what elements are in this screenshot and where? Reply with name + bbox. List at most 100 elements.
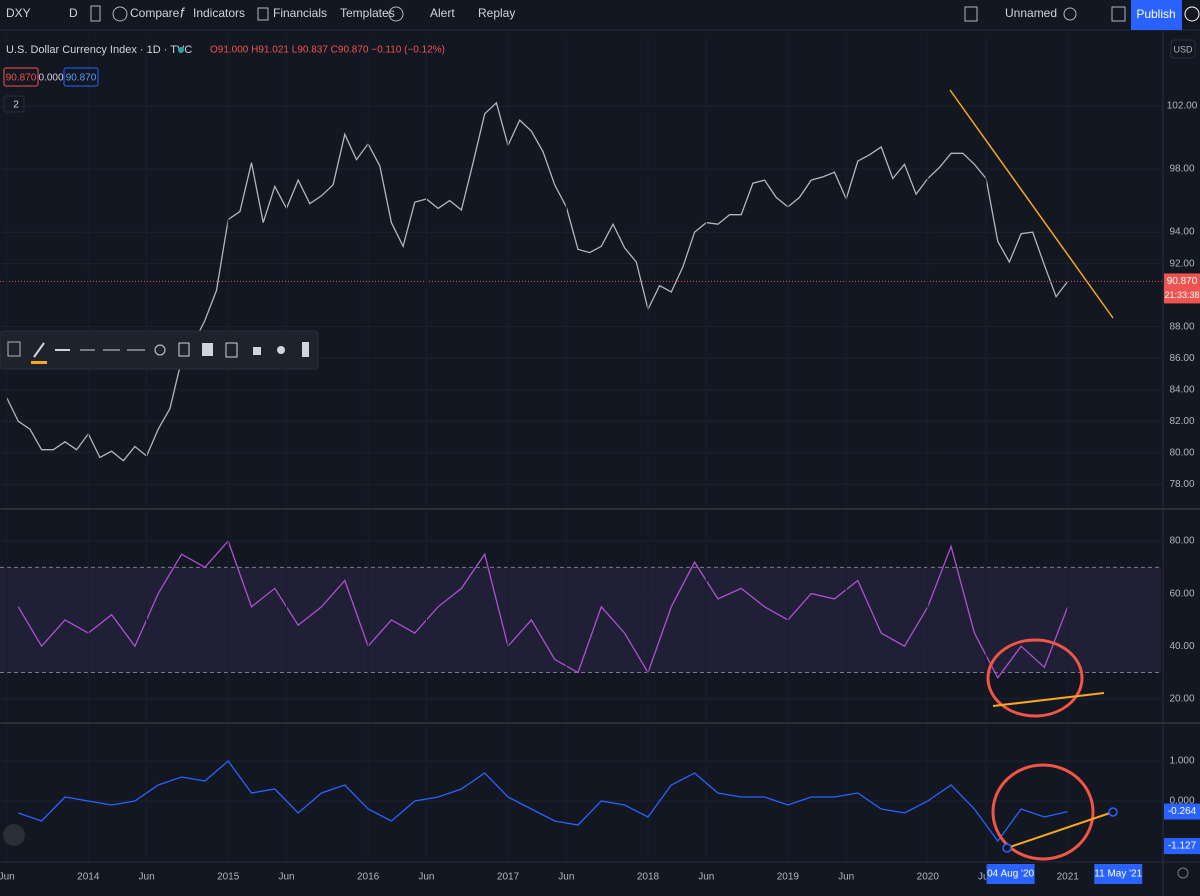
countdown-label: 21:33:38 bbox=[1164, 290, 1199, 300]
x-tick-label: Jun bbox=[0, 872, 15, 883]
snapshot-icon[interactable] bbox=[1111, 6, 1126, 22]
alert-icon[interactable] bbox=[178, 342, 190, 357]
x-tick-label: 2018 bbox=[637, 872, 660, 883]
price-label-box bbox=[1164, 838, 1200, 855]
x-tick-label: Jun bbox=[278, 872, 294, 883]
x-tick-label: Jun bbox=[558, 872, 574, 883]
play-icon[interactable] bbox=[1184, 6, 1200, 22]
logo bbox=[3, 824, 25, 846]
highlight-circle[interactable] bbox=[986, 638, 1084, 718]
chip bbox=[3, 67, 39, 87]
last-price-label: 90.870 bbox=[1167, 276, 1198, 287]
y-tick-label: 78.00 bbox=[1169, 479, 1194, 490]
series-line bbox=[17, 539, 1069, 680]
visibility-icon[interactable] bbox=[202, 343, 213, 356]
plots: 78.00 80.00 82.00 84.00 86.00 88.00 92.00 94.00… bbox=[0, 35, 1198, 883]
y-tick-label: 0.000 bbox=[1169, 796, 1194, 807]
hotlist-icon[interactable] bbox=[388, 6, 404, 22]
template-icon[interactable] bbox=[7, 341, 21, 357]
status-dot bbox=[178, 47, 184, 53]
x-tick-label: 2014 bbox=[77, 872, 100, 883]
x-tick-label: Jun bbox=[838, 872, 854, 883]
y-tick-label: 88.00 bbox=[1169, 321, 1194, 332]
y-tick-label: 80.00 bbox=[1169, 447, 1194, 458]
y-tick-label: 60.00 bbox=[1169, 588, 1194, 599]
line-handle[interactable] bbox=[1108, 807, 1118, 817]
clone-icon[interactable] bbox=[225, 342, 238, 358]
chart-title: U.S. Dollar Currency Index · 1D · TVC bbox=[6, 44, 192, 56]
price-label: -0.264 bbox=[1168, 806, 1197, 817]
trend-line[interactable] bbox=[992, 692, 1105, 707]
y-tick-label: 102.00 bbox=[1167, 101, 1198, 112]
lock-icon[interactable] bbox=[253, 347, 261, 355]
rsi-band-fill bbox=[0, 567, 1161, 673]
x-tick-label: Jun bbox=[698, 872, 714, 883]
templates-button[interactable]: Templates bbox=[340, 6, 395, 20]
line-handle[interactable] bbox=[1002, 843, 1012, 853]
last-price-box bbox=[1164, 273, 1200, 304]
delete-icon[interactable] bbox=[302, 342, 309, 357]
indicators-icon[interactable]: f bbox=[180, 5, 186, 21]
layout-name[interactable]: Unnamed bbox=[1005, 6, 1057, 20]
y-tick-label: 1.000 bbox=[1169, 756, 1194, 767]
y-tick-label: 86.00 bbox=[1169, 353, 1194, 364]
series-line bbox=[18, 760, 1068, 843]
hide-icon[interactable] bbox=[277, 346, 285, 354]
top-toolbar: DXY D Compare f Indicators Financials Te… bbox=[0, 0, 1200, 31]
y-tick-label: 80.00 bbox=[1169, 536, 1194, 547]
y-tick-label: 82.00 bbox=[1169, 416, 1194, 427]
x-tick-label: Jun bbox=[418, 872, 434, 883]
y-tick-label: 98.00 bbox=[1169, 164, 1194, 175]
y-tick-label: 84.00 bbox=[1169, 384, 1194, 395]
publish-button[interactable]: Publish bbox=[1136, 7, 1175, 21]
currency-box[interactable] bbox=[1170, 39, 1196, 59]
financials-button[interactable]: Financials bbox=[273, 6, 327, 20]
price-label: -1.127 bbox=[1168, 841, 1197, 852]
financials-icon[interactable] bbox=[257, 7, 269, 21]
x-tick-label: 2021 bbox=[1057, 872, 1080, 883]
color-icon[interactable] bbox=[33, 342, 45, 358]
y-tick-label: 92.00 bbox=[1169, 258, 1194, 269]
settings-icon[interactable] bbox=[1063, 7, 1077, 21]
collapse-count[interactable]: 2 bbox=[13, 100, 19, 111]
symbol[interactable]: DXY bbox=[6, 6, 31, 20]
y-tick-label: 94.00 bbox=[1169, 227, 1194, 238]
publish-bg[interactable] bbox=[1131, 0, 1182, 30]
x-tick-label: 2017 bbox=[497, 872, 520, 883]
trend-line[interactable] bbox=[949, 89, 1114, 319]
x-tick-label: Jun bbox=[978, 872, 994, 883]
collapse-box[interactable] bbox=[3, 95, 25, 113]
date-label: 11 May '21 bbox=[1094, 869, 1142, 880]
chart-type-icon[interactable] bbox=[90, 5, 101, 22]
y-tick-label: 40.00 bbox=[1169, 641, 1194, 652]
trend-line[interactable] bbox=[1006, 811, 1114, 849]
replay-button[interactable]: Replay bbox=[478, 6, 515, 20]
bid-chip: 90.870 bbox=[6, 73, 37, 84]
x-tick-label: 2019 bbox=[777, 872, 800, 883]
x-tick-label: Jun bbox=[139, 872, 155, 883]
date-label-box bbox=[1094, 864, 1143, 884]
highlight-circle[interactable] bbox=[991, 763, 1095, 861]
color-swatch[interactable] bbox=[31, 361, 47, 364]
layout-icon[interactable] bbox=[964, 6, 978, 22]
x-tick-label: 2016 bbox=[357, 872, 380, 883]
date-label: 04 Aug '20 bbox=[987, 869, 1034, 880]
time-axis-settings[interactable] bbox=[1177, 867, 1189, 879]
x-tick-label: 2020 bbox=[917, 872, 940, 883]
date-label-box bbox=[986, 864, 1035, 884]
settings-icon[interactable] bbox=[154, 344, 166, 356]
ohlc-values: O91.000 H91.021 L90.837 C90.870 −0.110 (… bbox=[210, 45, 445, 56]
interval[interactable]: D bbox=[69, 6, 78, 20]
currency[interactable]: USD bbox=[1173, 44, 1193, 54]
alert-button[interactable]: Alert bbox=[430, 6, 455, 20]
compare-icon[interactable] bbox=[112, 6, 128, 22]
indicators-button[interactable]: Indicators bbox=[193, 6, 245, 20]
price-label-box bbox=[1164, 803, 1200, 820]
drawing-toolbar bbox=[0, 330, 319, 370]
x-tick-label: 2015 bbox=[217, 872, 240, 883]
compare-button[interactable]: Compare bbox=[130, 6, 180, 20]
drawing-toolbar-bg bbox=[0, 330, 319, 370]
